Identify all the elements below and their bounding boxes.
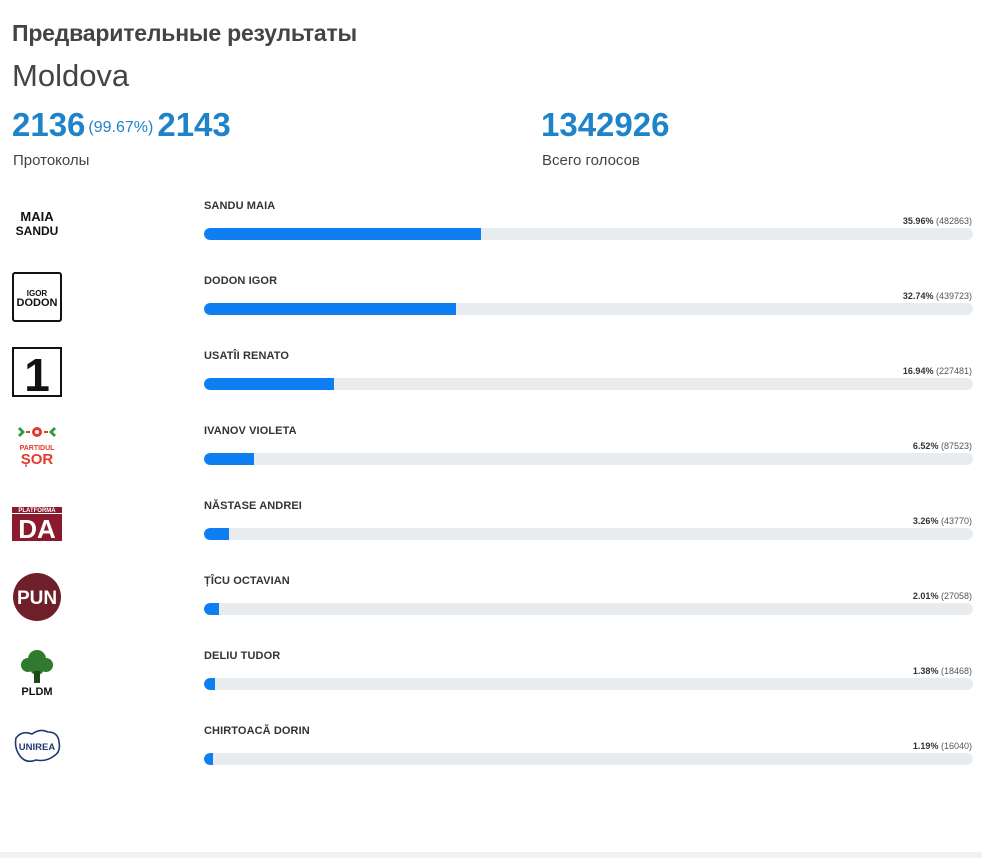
result-bar-fill [204,453,255,465]
logo-text: PLATFORMA [18,508,56,514]
igor-dodon-logo: IGOR DODON [12,272,62,322]
logo-text: IGOR [27,289,48,298]
result-bar-fill [204,753,214,765]
candidate-percent: 6.52% [912,441,939,451]
result-bar-track [204,378,973,390]
candidate-result: 6.52% (87523) [913,441,972,451]
candidate-percent: 2.01% [912,591,939,601]
candidate-votes: (439723) [935,291,972,301]
region-title: Moldova [12,58,130,93]
candidate-name: ȚÎCU OCTAVIAN [204,575,290,587]
candidate-row: PARTIDUL ȘOR IVANOV VIOLETA 6.52% (87523… [0,418,982,493]
result-bar-track [204,528,973,540]
partidul-nostru-logo: 1 [12,347,62,401]
result-bar-fill [204,228,481,240]
candidate-result: 16.94% (227481) [903,366,972,376]
candidate-percent: 3.26% [912,516,939,526]
candidate-name: IVANOV VIOLETA [204,425,297,437]
logo-text: PLDM [21,686,52,697]
candidate-percent: 35.96% [902,216,934,226]
bottom-divider [0,852,982,858]
candidate-percent: 1.19% [912,741,939,751]
candidate-votes: (27058) [940,591,972,601]
logo-text: UNIREA [19,742,56,753]
candidate-votes: (16040) [940,741,972,751]
page-subtitle: Предварительные результаты [12,20,357,46]
protocols-total: 2143 [157,106,231,143]
result-bar-fill [204,378,335,390]
candidate-name: DODON IGOR [204,275,278,287]
candidate-row: PUN ȚÎCU OCTAVIAN 2.01% (27058) [0,568,982,643]
candidate-votes: (482863) [935,216,972,226]
logo-text: PARTIDUL [20,445,56,452]
protocols-counted: 2136 [12,106,86,143]
candidate-row: UNIREA CHIRTOACĂ DORIN 1.19% (16040) [0,718,982,793]
result-bar-fill [204,678,215,690]
candidate-result: 32.74% (439723) [903,291,972,301]
logo-text: ȘOR [21,451,54,468]
partidul-sor-logo: PARTIDUL ȘOR [12,422,62,472]
candidate-name: SANDU MAIA [204,200,276,212]
pun-logo: PUN [12,572,62,622]
result-bar-track [204,603,973,615]
result-bar-track [204,453,973,465]
pldm-tree-logo: PLDM [12,647,62,698]
candidate-result: 3.26% (43770) [913,516,972,526]
logo-text: 1 [24,349,50,397]
logo-text: SANDU [16,224,59,238]
candidate-name: USATÎI RENATO [204,350,290,362]
candidate-votes: (18468) [940,666,972,676]
candidate-votes: (43770) [940,516,972,526]
platforma-da-logo: PLATFORMA DA [12,497,62,547]
logo-text: DODON [17,297,58,309]
candidate-percent: 32.74% [902,291,934,301]
candidate-percent: 1.38% [912,666,939,676]
maia-sandu-logo: MAIA SANDU [12,197,62,247]
result-bar-fill [204,603,220,615]
candidate-result: 2.01% (27058) [913,591,972,601]
logo-text: MAIA [20,209,54,224]
logo-text: PUN [17,588,57,609]
logo-text: DA [18,514,56,544]
candidate-result: 1.19% (16040) [913,741,972,751]
result-bar-track [204,303,973,315]
candidate-row: 1 USATÎI RENATO 16.94% (227481) [0,343,982,418]
candidate-name: DELIU TUDOR [204,650,281,662]
protocols-label: Протоколы [13,152,90,169]
result-bar-fill [204,528,230,540]
candidate-result: 1.38% (18468) [913,666,972,676]
result-bar-track [204,678,973,690]
candidate-votes: (87523) [940,441,972,451]
candidate-row: IGOR DODON DODON IGOR 32.74% (439723) [0,268,982,343]
protocols-stat: 2136 (99.67%) 2143 [12,106,231,144]
result-bar-track [204,753,973,765]
candidate-name: CHIRTOACĂ DORIN [204,725,310,737]
candidate-list: MAIA SANDU SANDU MAIA 35.96% (482863) IG… [0,193,982,793]
candidate-row: PLDM DELIU TUDOR 1.38% (18468) [0,643,982,718]
candidate-result: 35.96% (482863) [903,216,972,226]
candidate-votes: (227481) [935,366,972,376]
candidate-percent: 16.94% [902,366,934,376]
candidate-row: MAIA SANDU SANDU MAIA 35.96% (482863) [0,193,982,268]
result-bar-track [204,228,973,240]
candidate-row: PLATFORMA DA NĂSTASE ANDREI 3.26% (43770… [0,493,982,568]
result-bar-fill [204,303,456,315]
unirea-map-logo: UNIREA [12,722,62,772]
total-votes: 1342926 [541,106,670,143]
candidate-name: NĂSTASE ANDREI [204,500,302,512]
total-votes-label: Всего голосов [542,152,640,169]
protocols-percent: (99.67%) [88,119,154,136]
